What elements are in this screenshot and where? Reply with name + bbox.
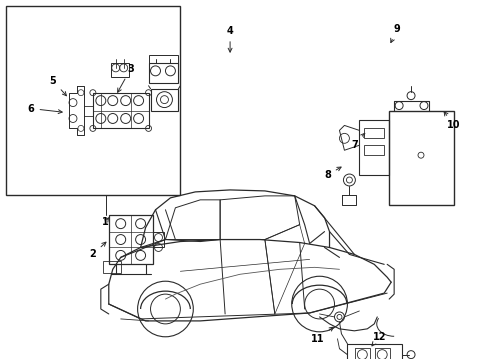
Text: 4: 4: [227, 26, 233, 52]
Bar: [6, 6, 180, 195]
Bar: [355, 348, 370, 360]
Text: 9: 9: [391, 24, 400, 42]
Bar: [375, 348, 390, 360]
Text: 5: 5: [49, 76, 67, 96]
Text: 3: 3: [118, 64, 134, 92]
Bar: [365, 145, 384, 155]
Bar: [148, 63, 178, 83]
Bar: [148, 55, 178, 63]
Bar: [111, 63, 129, 77]
Text: 7: 7: [351, 133, 365, 150]
Bar: [109, 215, 152, 264]
Text: 12: 12: [372, 332, 386, 346]
Bar: [359, 121, 389, 175]
Bar: [347, 344, 402, 360]
Text: 8: 8: [324, 167, 341, 180]
Text: 1: 1: [102, 217, 109, 227]
Text: 10: 10: [444, 112, 461, 130]
Text: 11: 11: [311, 327, 333, 344]
Bar: [389, 111, 454, 205]
Text: 2: 2: [90, 242, 106, 260]
Bar: [365, 129, 384, 138]
Bar: [93, 93, 148, 129]
Text: 6: 6: [28, 104, 62, 113]
Bar: [152, 231, 165, 247]
Bar: [150, 89, 178, 111]
Bar: [103, 261, 121, 273]
